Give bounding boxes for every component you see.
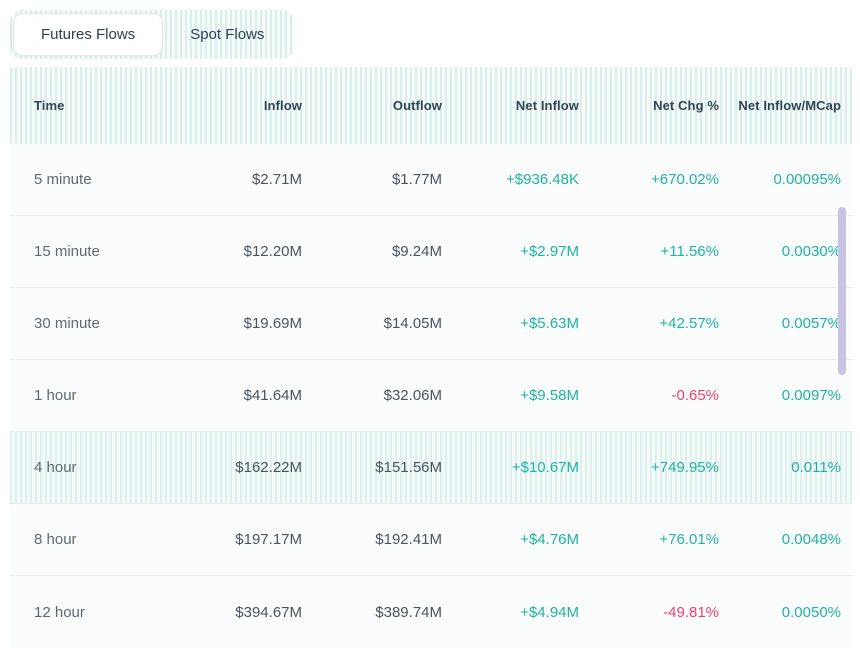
flows-table: Time Inflow Outflow Net Inflow Net Chg %… bbox=[10, 67, 852, 648]
inflow-cell: $197.17M bbox=[235, 531, 302, 548]
net-inflow-mcap-cell: 0.0057% bbox=[781, 315, 841, 332]
net-inflow-mcap-cell: 0.011% bbox=[791, 459, 841, 476]
net-inflow-mcap-cell: 0.0048% bbox=[781, 531, 841, 548]
net-chg-cell: +76.01% bbox=[659, 531, 719, 548]
inflow-cell: $19.69M bbox=[243, 315, 302, 332]
net-inflow-mcap-cell: 0.0050% bbox=[781, 603, 841, 621]
net-inflow-cell: +$4.94M bbox=[520, 603, 579, 621]
net-inflow-mcap-cell: 0.0097% bbox=[781, 387, 841, 404]
table-row-4-hour[interactable]: 4 hour $162.22M $151.56M +$10.67M +749.9… bbox=[10, 432, 852, 504]
table-row-15-minute[interactable]: 15 minute $12.20M $9.24M +$2.97M +11.56%… bbox=[10, 216, 852, 288]
outflow-cell: $9.24M bbox=[391, 243, 442, 260]
column-header-time: Time bbox=[34, 98, 65, 113]
net-chg-cell: +749.95% bbox=[651, 459, 719, 476]
outflow-cell: $151.56M bbox=[375, 459, 442, 476]
outflow-cell: $192.41M bbox=[375, 531, 442, 548]
net-chg-cell: -49.81% bbox=[663, 603, 719, 621]
vertical-scrollbar-thumb[interactable] bbox=[838, 207, 846, 375]
net-inflow-mcap-cell: 0.00095% bbox=[773, 171, 841, 188]
table-row-12-hour[interactable]: 12 hour $394.67M $389.74M +$4.94M -49.81… bbox=[10, 576, 852, 648]
time-cell: 12 hour bbox=[34, 603, 85, 621]
net-chg-cell: -0.65% bbox=[671, 387, 719, 404]
time-cell: 8 hour bbox=[34, 531, 77, 548]
inflow-cell: $2.71M bbox=[251, 171, 302, 188]
table-row-5-minute[interactable]: 5 minute $2.71M $1.77M +$936.48K +670.02… bbox=[10, 144, 852, 216]
column-header-net-inflow: Net Inflow bbox=[515, 98, 579, 113]
inflow-cell: $394.67M bbox=[235, 603, 302, 621]
outflow-cell: $32.06M bbox=[383, 387, 442, 404]
column-header-net-chg: Net Chg % bbox=[653, 98, 719, 113]
tab-spot-flows[interactable]: Spot Flows bbox=[163, 13, 291, 56]
net-inflow-cell: +$936.48K bbox=[506, 171, 579, 188]
table-row-30-minute[interactable]: 30 minute $19.69M $14.05M +$5.63M +42.57… bbox=[10, 288, 852, 360]
net-inflow-cell: +$9.58M bbox=[520, 387, 579, 404]
table-row-8-hour[interactable]: 8 hour $197.17M $192.41M +$4.76M +76.01%… bbox=[10, 504, 852, 576]
column-header-net-inflow-mcap: Net Inflow/MCap bbox=[738, 98, 841, 113]
table-header-row: Time Inflow Outflow Net Inflow Net Chg %… bbox=[10, 67, 852, 144]
table-row-1-hour[interactable]: 1 hour $41.64M $32.06M +$9.58M -0.65% 0.… bbox=[10, 360, 852, 432]
time-cell: 5 minute bbox=[34, 171, 92, 188]
net-inflow-mcap-cell: 0.0030% bbox=[781, 243, 841, 260]
inflow-cell: $41.64M bbox=[243, 387, 302, 404]
column-header-inflow: Inflow bbox=[263, 98, 302, 113]
net-chg-cell: +42.57% bbox=[659, 315, 719, 332]
outflow-cell: $14.05M bbox=[383, 315, 442, 332]
net-chg-cell: +670.02% bbox=[651, 171, 719, 188]
time-cell: 4 hour bbox=[34, 459, 77, 476]
column-header-outflow: Outflow bbox=[392, 98, 442, 113]
tab-futures-flows[interactable]: Futures Flows bbox=[13, 13, 164, 56]
time-cell: 15 minute bbox=[34, 243, 100, 260]
net-inflow-cell: +$10.67M bbox=[511, 459, 579, 476]
net-inflow-cell: +$5.63M bbox=[520, 315, 579, 332]
net-chg-cell: +11.56% bbox=[660, 243, 719, 260]
flows-tab-group: Futures Flows Spot Flows bbox=[10, 10, 295, 59]
net-inflow-cell: +$2.97M bbox=[520, 243, 579, 260]
outflow-cell: $389.74M bbox=[375, 603, 442, 621]
time-cell: 30 minute bbox=[34, 315, 100, 332]
inflow-cell: $12.20M bbox=[243, 243, 302, 260]
inflow-cell: $162.22M bbox=[235, 459, 302, 476]
outflow-cell: $1.77M bbox=[391, 171, 442, 188]
time-cell: 1 hour bbox=[34, 387, 77, 404]
net-inflow-cell: +$4.76M bbox=[520, 531, 579, 548]
